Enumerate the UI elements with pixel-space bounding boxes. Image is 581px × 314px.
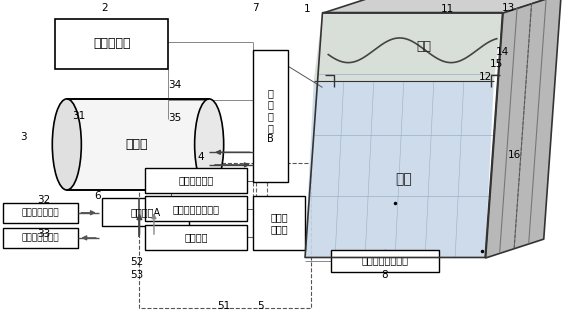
Text: 3: 3 <box>20 132 27 142</box>
Text: 8: 8 <box>381 270 388 280</box>
Text: 14: 14 <box>496 47 509 57</box>
Text: 16: 16 <box>508 150 521 160</box>
Bar <box>139 163 311 308</box>
Bar <box>145 196 247 221</box>
Bar <box>145 225 247 250</box>
Text: 7: 7 <box>252 3 259 13</box>
Text: 光热: 光热 <box>417 40 432 53</box>
Text: 光伏光热采集模块: 光伏光热采集模块 <box>361 256 408 266</box>
Text: 测控模块A: 测控模块A <box>130 207 160 217</box>
Text: 进水口（冷水）: 进水口（冷水） <box>22 208 59 217</box>
Bar <box>145 168 247 193</box>
Text: 4: 4 <box>197 152 204 162</box>
Text: 其它负载: 其它负载 <box>184 232 208 242</box>
Text: 供电切
换开关: 供电切 换开关 <box>270 212 288 234</box>
Ellipse shape <box>195 99 224 190</box>
Bar <box>331 250 439 272</box>
Text: 控制器单元: 控制器单元 <box>93 37 131 51</box>
Bar <box>55 19 168 69</box>
Text: 储水箱: 储水箱 <box>125 138 148 151</box>
Text: 52: 52 <box>130 257 143 267</box>
Text: 32: 32 <box>37 195 50 205</box>
Text: 13: 13 <box>502 3 515 13</box>
Text: 测
控
模
块
B: 测 控 模 块 B <box>267 88 274 144</box>
Bar <box>253 196 305 250</box>
Text: 35: 35 <box>168 113 181 123</box>
Bar <box>3 203 78 223</box>
Text: 11: 11 <box>441 4 454 14</box>
Text: 34: 34 <box>168 80 181 90</box>
Bar <box>67 99 209 190</box>
Ellipse shape <box>52 99 81 190</box>
Text: 6: 6 <box>94 191 101 201</box>
Text: 31: 31 <box>72 111 85 121</box>
Text: 光伏: 光伏 <box>396 172 412 186</box>
Text: 出水口（热水）: 出水口（热水） <box>22 233 59 242</box>
Text: 1: 1 <box>303 4 310 14</box>
Text: 光伏发电直供模块: 光伏发电直供模块 <box>173 204 220 214</box>
Text: 5: 5 <box>257 301 264 311</box>
Text: 市电互补模块: 市电互补模块 <box>178 176 214 186</box>
Text: 51: 51 <box>217 301 230 311</box>
Text: 12: 12 <box>479 72 492 82</box>
Bar <box>3 228 78 248</box>
Bar <box>102 198 189 226</box>
Text: 15: 15 <box>490 59 503 69</box>
Text: 2: 2 <box>101 3 108 13</box>
Text: 53: 53 <box>130 270 143 280</box>
Text: 33: 33 <box>37 229 50 239</box>
Bar <box>253 50 288 182</box>
